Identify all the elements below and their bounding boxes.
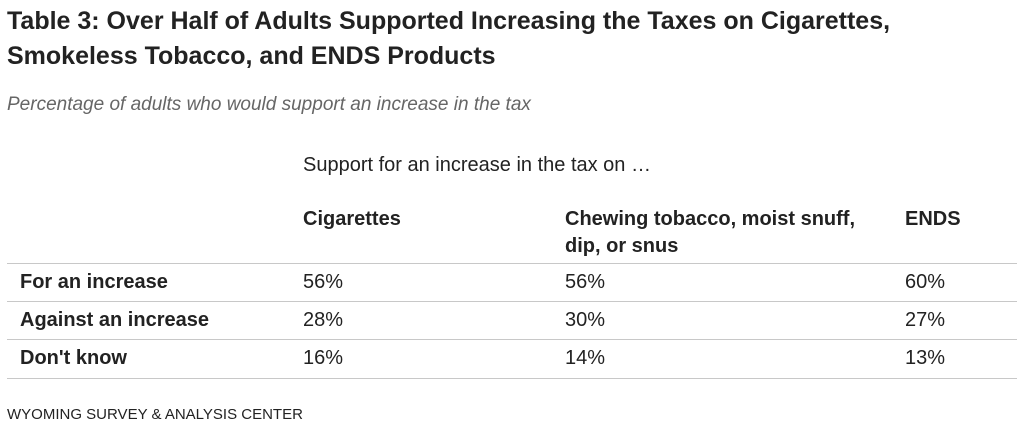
cell-chewing-tobacco: 14%	[565, 347, 606, 369]
cell-chewing-tobacco: 30%	[565, 309, 606, 331]
cell-cigarettes: 28%	[303, 309, 344, 331]
table-subtitle: Percentage of adults who would support a…	[7, 94, 531, 115]
table-row-for-increase: For an increase 56% 56% 60%	[7, 263, 1017, 301]
row-label: Against an increase	[20, 309, 209, 331]
cell-chewing-tobacco: 56%	[565, 271, 606, 293]
source-credit: WYOMING SURVEY & ANALYSIS CENTER	[7, 406, 303, 423]
table-row-dont-know: Don't know 16% 14% 13%	[7, 339, 1017, 377]
cell-cigarettes: 16%	[303, 347, 344, 369]
column-header-chewing-tobacco: Chewing tobacco, moist snuff, dip, or sn…	[565, 208, 856, 257]
table-rule-row-2	[7, 339, 1017, 340]
row-label: Don't know	[20, 347, 127, 369]
table-rule-bottom	[7, 378, 1017, 379]
column-header-ends: ENDS	[905, 208, 961, 230]
column-spanner-header: Support for an increase in the tax on …	[303, 154, 651, 176]
table-title: Table 3: Over Half of Adults Supported I…	[7, 7, 891, 70]
cell-cigarettes: 56%	[303, 271, 344, 293]
cell-ends: 60%	[905, 271, 946, 293]
table-row-against-increase: Against an increase 28% 30% 27%	[7, 301, 1017, 339]
row-label: For an increase	[20, 271, 168, 293]
column-header-cigarettes: Cigarettes	[303, 208, 401, 230]
cell-ends: 13%	[905, 347, 946, 369]
cell-ends: 27%	[905, 309, 946, 331]
table-rule-row-1	[7, 301, 1017, 302]
table-rule-top	[7, 263, 1017, 264]
